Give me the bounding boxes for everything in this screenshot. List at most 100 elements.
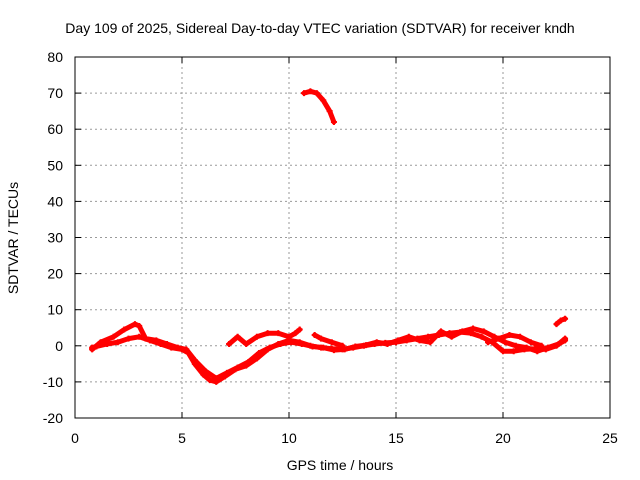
data-point [202, 368, 209, 375]
data-point [318, 335, 325, 342]
data-point [300, 90, 307, 97]
data-point [307, 88, 314, 95]
data-point [136, 333, 143, 340]
data-point [395, 337, 402, 344]
data-point [506, 331, 513, 338]
data-point [313, 90, 320, 97]
data-point [352, 343, 359, 350]
data-point [517, 333, 524, 340]
data-point [275, 330, 282, 337]
data-point [544, 344, 551, 351]
data-point [510, 348, 517, 355]
data-point [326, 108, 333, 115]
data-point [256, 350, 263, 357]
x-tick-label: 0 [71, 430, 79, 446]
y-tick-label: 80 [47, 49, 63, 65]
data-point [89, 346, 96, 353]
data-point [459, 328, 466, 335]
data-point [416, 337, 423, 344]
series-line [89, 321, 568, 381]
series-evening-branch [485, 331, 545, 349]
data-point [527, 339, 534, 346]
data-point [320, 97, 327, 104]
data-point [206, 377, 213, 384]
data-point [485, 339, 492, 346]
data-point [512, 342, 519, 349]
data-point [288, 339, 295, 346]
data-point [174, 344, 181, 351]
data-point [164, 340, 171, 347]
x-tick-label: 10 [281, 430, 297, 446]
data-point [153, 337, 160, 344]
axis-ticks: 0 5 10 15 20 25 -20 -10 0 10 20 30 40 50 60 70 80 [43, 49, 618, 446]
data-point [253, 333, 260, 340]
data-point [339, 342, 346, 349]
y-tick-label: -20 [43, 410, 63, 426]
data-point [234, 333, 241, 340]
data-point [200, 371, 207, 378]
data-series [89, 88, 569, 385]
data-point [502, 339, 509, 346]
data-point [373, 339, 380, 346]
y-tick-label: 50 [47, 157, 63, 173]
data-point [234, 364, 241, 371]
data-point [538, 342, 545, 349]
data-point [131, 321, 138, 328]
data-point [534, 348, 541, 355]
y-tick-label: 0 [55, 338, 63, 354]
data-point [320, 344, 327, 351]
y-tick-label: 20 [47, 266, 63, 282]
data-point [480, 328, 487, 335]
data-point [213, 375, 220, 382]
x-axis-label: GPS time / hours [287, 457, 394, 473]
chart-title: Day 109 of 2025, Sidereal Day-to-day VTE… [65, 20, 574, 36]
data-point [266, 344, 273, 351]
data-point [341, 346, 348, 353]
data-point [427, 339, 434, 346]
data-point [142, 335, 149, 342]
data-point [191, 357, 198, 364]
series-side-arc [226, 326, 303, 347]
data-point [425, 333, 432, 340]
data-point [136, 322, 143, 329]
data-point [495, 335, 502, 342]
series-high-outlier-arc [300, 88, 337, 125]
data-point [553, 321, 560, 328]
data-point [562, 315, 569, 322]
y-tick-label: 10 [47, 302, 63, 318]
data-point [330, 347, 337, 354]
series-end-blip [553, 315, 569, 328]
data-point [437, 328, 444, 335]
data-point [245, 359, 252, 366]
data-point [309, 343, 316, 350]
data-point [292, 330, 299, 337]
data-point [183, 346, 190, 353]
data-point [243, 340, 250, 347]
data-point [226, 340, 233, 347]
x-tick-label: 20 [495, 430, 511, 446]
y-tick-label: 60 [47, 121, 63, 137]
y-tick-label: -10 [43, 374, 63, 390]
x-tick-label: 5 [178, 430, 186, 446]
series-late-band [311, 331, 346, 349]
y-axis-label: SDTVAR / TECUs [5, 182, 21, 294]
data-point [523, 344, 530, 351]
data-point [125, 335, 132, 342]
series-line [312, 332, 345, 349]
data-point [384, 340, 391, 347]
data-point [97, 339, 104, 346]
data-point [470, 325, 477, 332]
series-main-band-b [89, 321, 569, 382]
data-point [478, 333, 485, 340]
data-point [448, 333, 455, 340]
data-point [223, 369, 230, 376]
x-tick-label: 25 [602, 430, 618, 446]
data-point [286, 333, 292, 340]
data-point [110, 333, 117, 340]
data-point [114, 339, 121, 346]
data-point [298, 340, 305, 347]
data-point [328, 339, 335, 346]
grid-lines [75, 57, 610, 418]
data-point [363, 342, 370, 349]
